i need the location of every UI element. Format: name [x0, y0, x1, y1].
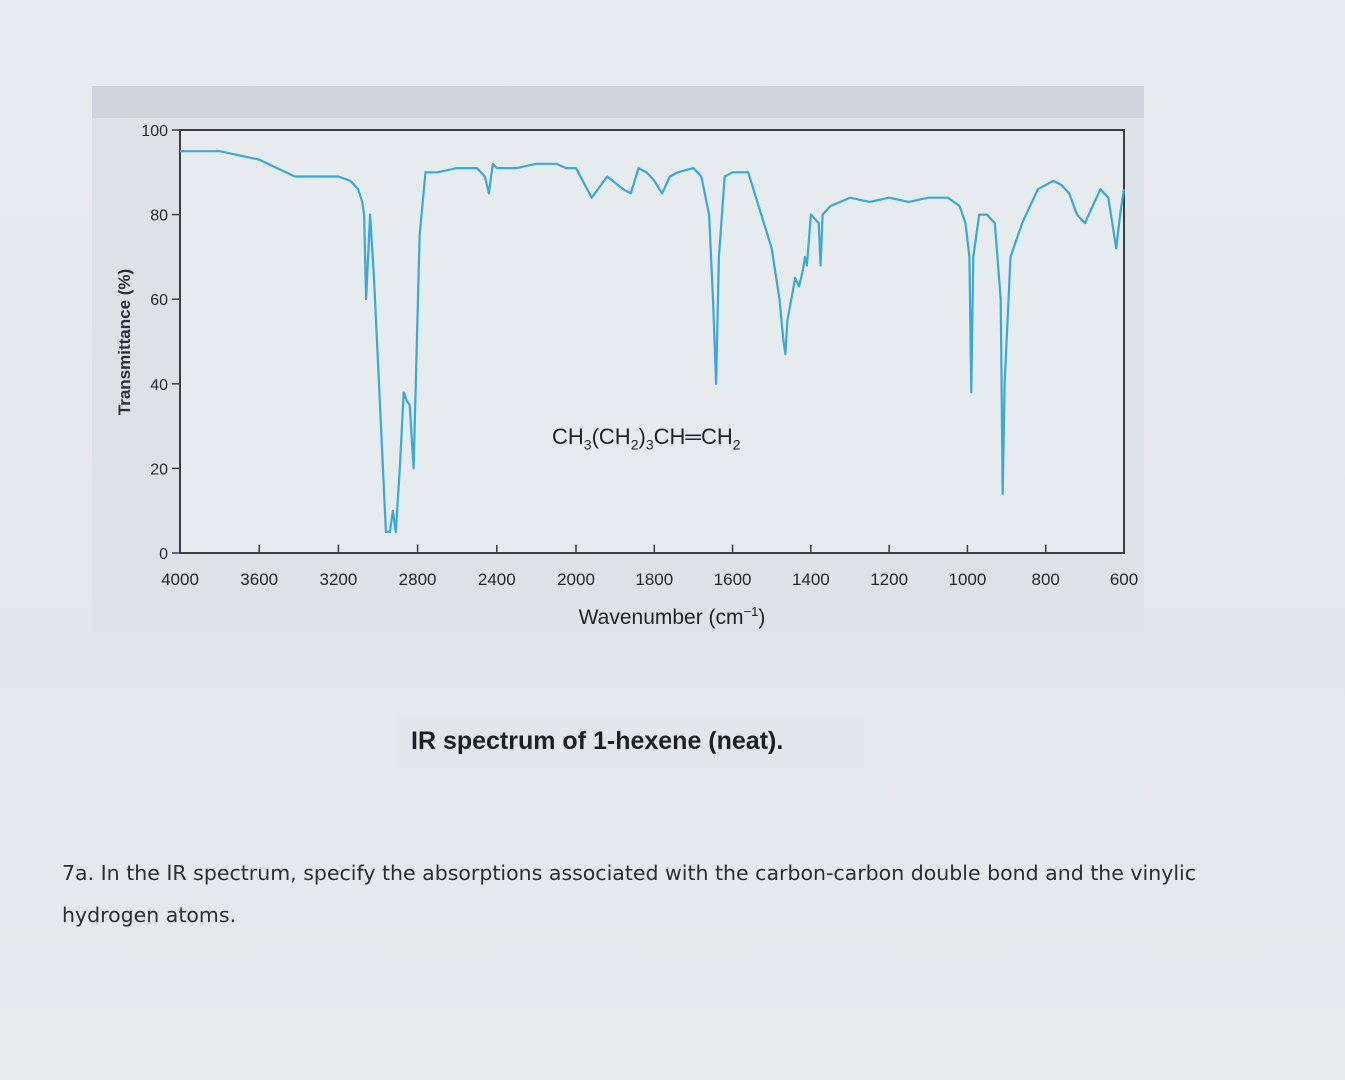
x-axis-ticks: 4000 3600 3200 2800 2400 2000 1800 1600 1400 1200… — [161, 545, 1138, 589]
y-tick-label: 60 — [150, 292, 168, 309]
x-tick-label: 2000 — [557, 570, 595, 589]
y-axis-label: Transmittance (%) — [115, 269, 134, 415]
x-axis-label: Wavenumber (cm−1) — [579, 604, 766, 629]
formula-part: ) — [638, 424, 646, 449]
x-tick-label: 1000 — [949, 570, 987, 589]
formula-part: CH — [653, 424, 686, 449]
y-tick-label: 80 — [150, 208, 168, 225]
x-tick-label: 3600 — [240, 570, 278, 589]
x-tick-label: 600 — [1110, 570, 1138, 589]
formula-subscript: 3 — [583, 436, 592, 453]
x-tick-label: 1600 — [714, 570, 752, 589]
formula-subscript: 2 — [630, 436, 639, 453]
chart-formula: CH3(CH2)3CH═CH2 — [552, 424, 741, 452]
formula-part: CH — [700, 424, 733, 449]
x-tick-label: 1400 — [792, 570, 830, 589]
x-tick-label: 4000 — [161, 570, 199, 589]
question-text: 7a. In the IR spectrum, specify the abso… — [62, 861, 1197, 927]
x-tick-label: 3200 — [319, 570, 357, 589]
y-tick-label: 0 — [159, 546, 168, 563]
panel-top-strip — [92, 86, 1144, 118]
caption-box: IR spectrum of 1-hexene (neat). — [395, 715, 865, 767]
y-axis-ticks: 0 20 40 60 80 100 — [141, 123, 180, 563]
formula-double-bond: ═ — [685, 424, 701, 449]
formula-subscript: 3 — [645, 436, 654, 453]
x-tick-label: 1200 — [870, 570, 908, 589]
formula-part: CH — [552, 424, 584, 449]
x-tick-label: 2800 — [399, 570, 437, 589]
y-tick-label: 100 — [141, 123, 168, 140]
formula-part: (CH — [591, 424, 631, 449]
x-tick-label: 800 — [1032, 570, 1060, 589]
x-tick-label: 2400 — [478, 570, 516, 589]
series-line-transmittance — [180, 150, 1126, 534]
figure-caption: IR spectrum of 1-hexene (neat). — [411, 727, 784, 755]
x-tick-label: 1800 — [635, 570, 673, 589]
y-tick-label: 20 — [150, 461, 168, 478]
formula-subscript: 2 — [732, 436, 741, 453]
y-tick-label: 40 — [150, 377, 168, 394]
plot-frame — [179, 129, 1125, 554]
